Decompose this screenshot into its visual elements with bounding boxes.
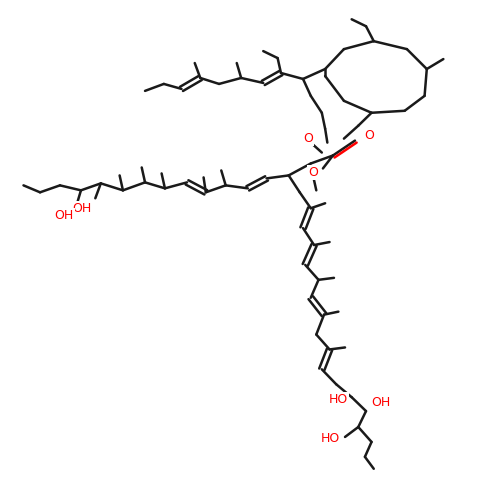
Text: O: O (364, 129, 374, 142)
Text: OH: OH (54, 208, 74, 222)
Text: HO: HO (321, 432, 340, 446)
Text: O: O (304, 132, 314, 145)
Text: HO: HO (329, 392, 348, 406)
Text: O: O (308, 166, 318, 179)
Text: OH: OH (72, 202, 92, 214)
Text: OH: OH (371, 396, 390, 408)
